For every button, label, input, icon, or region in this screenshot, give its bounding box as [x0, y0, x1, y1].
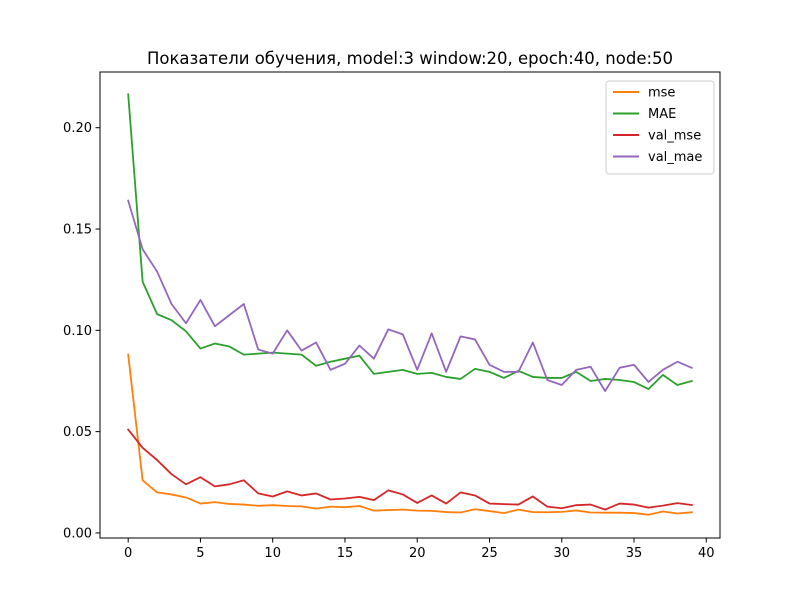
x-tick-label: 20 — [409, 546, 426, 561]
y-tick-label: 0.15 — [63, 223, 92, 238]
legend-label: MAE — [648, 107, 676, 122]
legend-label: val_mse — [648, 129, 701, 144]
x-tick-label: 35 — [626, 546, 643, 561]
x-tick-label: 40 — [698, 546, 715, 561]
y-tick-label: 0.10 — [63, 324, 92, 339]
series-line-val-mse — [126, 428, 693, 511]
x-tick-label: 5 — [196, 546, 204, 561]
y-tick-label: 0.20 — [63, 121, 92, 136]
legend-frame — [605, 80, 715, 175]
y-axis: 0.00 0.05 0.10 0.15 0.20 — [63, 121, 100, 541]
x-axis: 0 5 10 15 20 25 30 35 40 — [124, 538, 715, 561]
series-line-val-mae — [127, 199, 693, 393]
axes-frame — [99, 71, 721, 539]
x-tick-label: 15 — [337, 546, 354, 561]
legend: mse MAE val_mse val_mae — [605, 80, 715, 175]
chart-title: Показатели обучения, model:3 window:20, … — [147, 49, 673, 68]
y-tick-label: 0.05 — [63, 425, 92, 440]
legend-label: mse — [648, 86, 675, 101]
x-tick-label: 30 — [553, 546, 570, 561]
x-tick-label: 0 — [124, 546, 132, 561]
series-line-mse — [127, 353, 693, 516]
x-tick-label: 25 — [481, 546, 498, 561]
legend-label: val_mae — [648, 150, 702, 165]
y-tick-label: 0.00 — [63, 526, 92, 541]
plot-lines — [126, 93, 693, 516]
x-tick-label: 10 — [264, 546, 281, 561]
